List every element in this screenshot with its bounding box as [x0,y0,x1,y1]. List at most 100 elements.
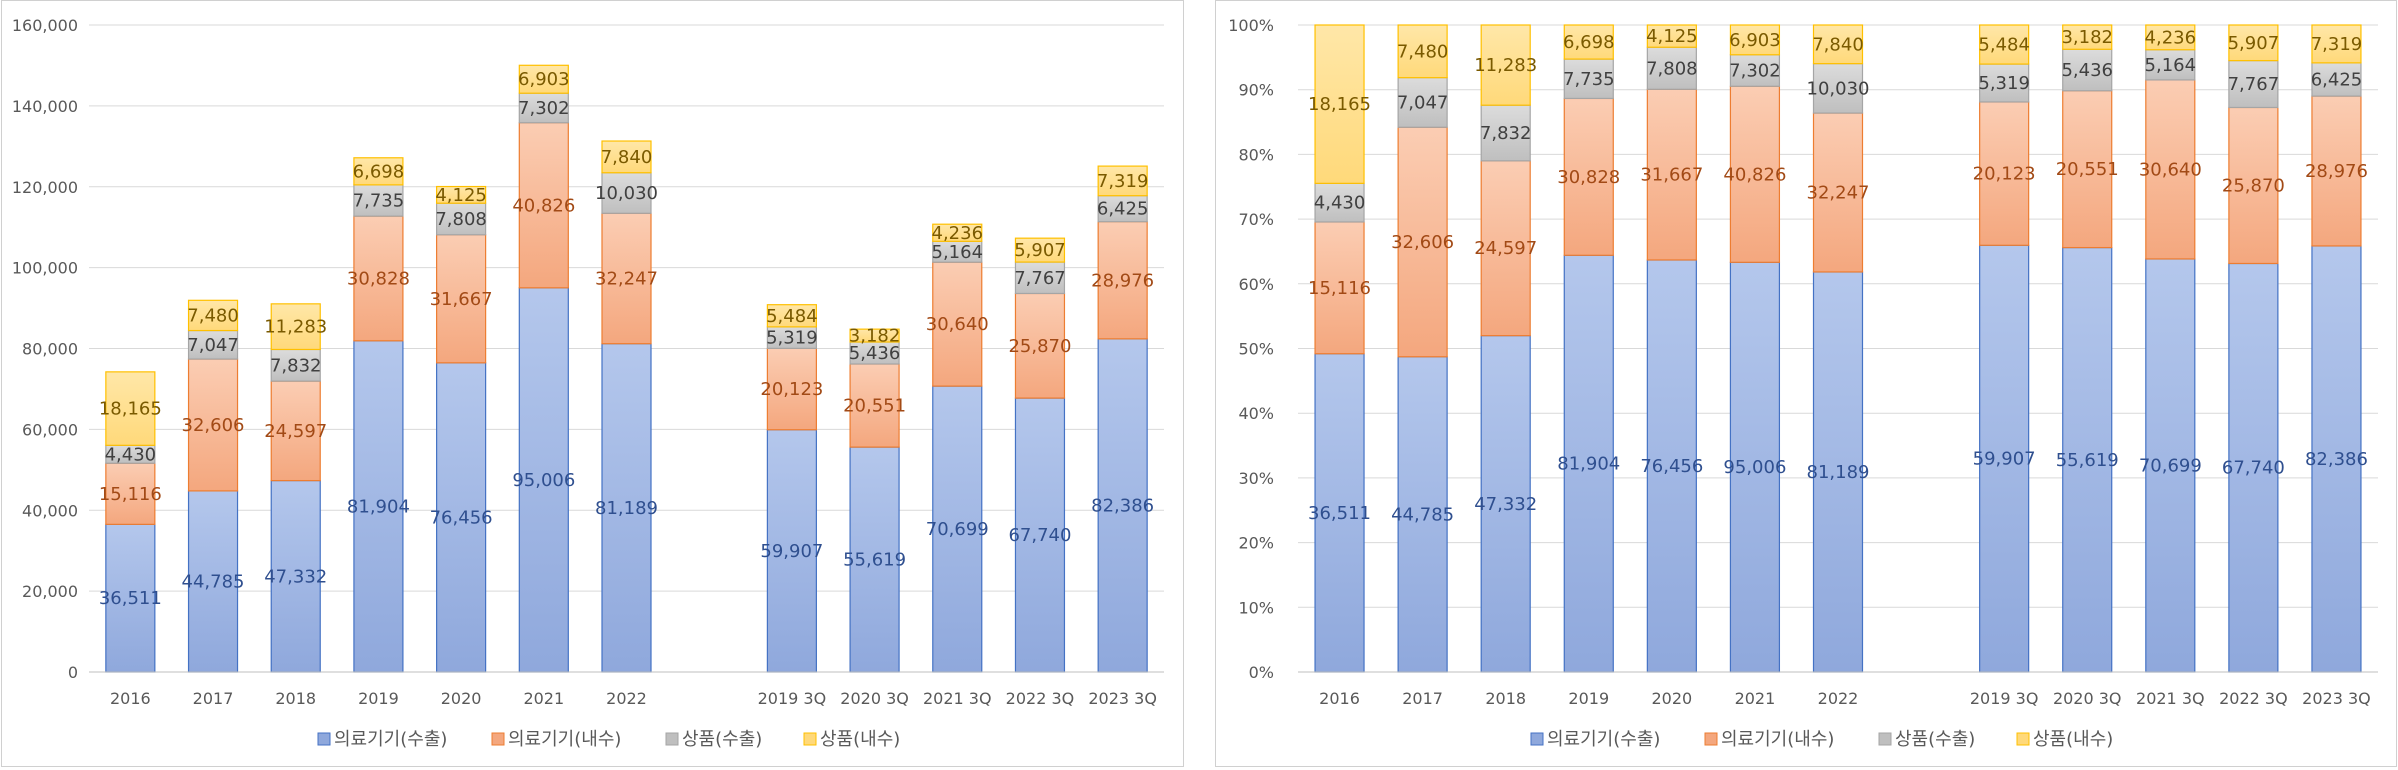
bar-segment [1979,101,2030,246]
data-label: 28,976 [2305,161,2368,182]
x-tick-label: 2020 3Q [2053,689,2122,708]
data-label: 7,767 [1014,268,1066,289]
data-label: 7,047 [187,335,239,356]
data-label: 30,828 [1557,167,1620,188]
bar-segment [601,172,652,214]
bar-segment [1563,254,1614,673]
data-label: 32,247 [595,268,658,289]
data-label: 55,619 [2056,450,2119,471]
bar-segment [2145,258,2196,673]
data-label: 6,903 [1729,30,1781,51]
bar-segment [1646,24,1697,48]
data-label: 5,164 [2145,55,2197,76]
data-label: 10,030 [595,183,658,204]
bar-segment [1812,24,1864,65]
x-tick-label: 2017 [193,689,234,708]
bar-segment [1097,195,1148,223]
bar-segment [353,340,404,673]
data-label: 81,189 [1807,462,1870,483]
bar-segment [1563,97,1614,256]
bar-segment [1397,77,1448,128]
data-label: 11,283 [1474,55,1537,76]
x-tick-label: 2017 [1402,689,1443,708]
data-label: 31,667 [430,289,493,310]
bar-segment [187,329,239,360]
absolute-stacked-bar-chart: 0 20,000 40,000 60,000 80,000 100,000 120,000 1… [1,0,1184,767]
x-tick-label: 2018 [275,689,316,708]
x-tick-label: 2022 3Q [1006,689,1075,708]
x-tick-label: 2020 [1651,689,1692,708]
data-label: 5,484 [766,306,818,327]
x-tick-label: 2021 3Q [2136,689,2205,708]
bar-segment [2311,95,2362,247]
bar-segment [353,215,404,342]
data-label: 15,116 [99,484,162,505]
x-tick-label: 2023 3Q [1088,689,1157,708]
bar-segment [2145,49,2196,81]
legend-swatch [491,732,505,746]
data-label: 7,047 [1397,92,1449,113]
data-label: 59,907 [760,541,823,562]
data-label: 20,123 [760,379,823,400]
data-label: 36,511 [1308,503,1371,524]
data-label: 7,302 [518,98,570,119]
bar-segment [1014,292,1066,399]
bar-segment [1480,335,1531,673]
data-label: 76,456 [1640,456,1703,477]
data-label: 67,740 [2222,458,2285,479]
legend-swatch [2016,732,2030,746]
legend-swatch [803,732,817,746]
data-label: 44,785 [1391,504,1454,525]
data-label: 18,165 [99,399,162,420]
bar-segment [105,371,156,446]
y-tick-label: 10% [1238,598,1274,617]
data-label: 70,699 [926,519,989,540]
bar-segment [1014,237,1066,263]
bar-segment [932,385,983,673]
y-tick-label: 0% [1249,663,1274,682]
legend-entry: 의료기기(내수) [1721,729,1834,750]
x-tick-label: 2020 3Q [840,689,909,708]
data-label: 32,606 [182,415,245,436]
data-label: 5,319 [766,328,818,349]
y-tick-label: 90% [1238,81,1274,100]
bar-segment [353,184,404,217]
y-tick-label: 120,000 [12,178,78,197]
bar-segment [1646,259,1697,673]
bar-segment [601,343,652,673]
bar-segment [518,122,569,289]
bar-segment [601,212,652,345]
legend-entry: 상품(수출) [1895,729,1975,750]
bar-segment [1729,261,1781,673]
bar-segment [1314,353,1365,673]
data-label: 55,619 [843,550,906,571]
bar-segment [1812,112,1864,273]
bar-segment [1563,24,1614,60]
data-label: 7,319 [2311,34,2363,55]
y-tick-label: 70% [1238,210,1274,229]
bar-segment [270,303,321,351]
data-label: 81,904 [347,496,410,517]
data-label: 20,551 [2056,159,2119,180]
bar-segment [1314,182,1365,223]
bar-segment [1480,24,1531,106]
bar-segment [2228,60,2279,109]
y-tick-label: 160,000 [12,16,78,35]
bar-segment [2062,246,2113,673]
data-label: 5,436 [849,343,901,364]
x-tick-label: 2016 [110,689,151,708]
data-label: 76,456 [430,507,493,528]
data-label: 81,904 [1557,454,1620,475]
data-label: 6,425 [2311,69,2363,90]
data-label: 4,125 [435,185,487,206]
data-label: 6,698 [1563,32,1615,53]
x-tick-label: 2019 [358,689,399,708]
legend-entry: 의료기기(수출) [334,729,447,750]
data-label: 24,597 [1474,238,1537,259]
data-label: 7,302 [1729,61,1781,82]
data-label: 70,699 [2139,455,2202,476]
bar-segment [849,328,900,343]
bar-segment [436,362,487,673]
data-label: 7,735 [353,191,405,212]
bar-segment [766,304,817,328]
